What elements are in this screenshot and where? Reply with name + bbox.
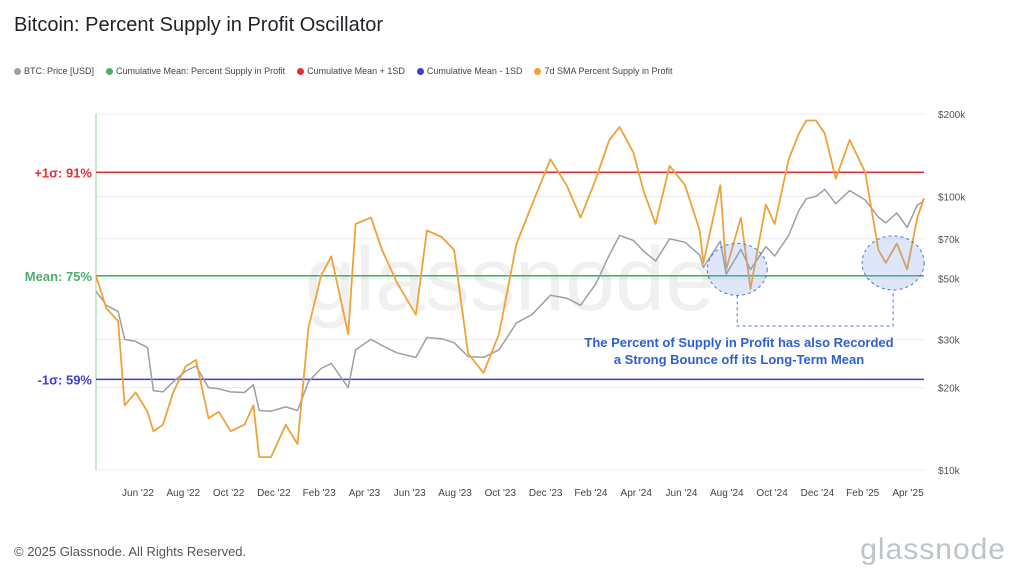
reference-label: Mean: 75% (25, 269, 93, 284)
legend-label: Cumulative Mean - 1SD (426, 66, 523, 76)
highlight-ellipse (706, 242, 768, 296)
legend-item-btc-price[interactable]: BTC: Price [USD] (14, 66, 94, 76)
copyright: © 2025 Glassnode. All Rights Reserved. (14, 544, 247, 559)
highlight-ellipse (861, 235, 925, 291)
legend-dot (534, 67, 542, 75)
x-tick-label: Apr '23 (349, 488, 381, 499)
legend-item-mean-minus-1sd[interactable]: Cumulative Mean - 1SD (416, 66, 523, 76)
annotation-bracket (736, 289, 894, 327)
legend-item-7d-sma[interactable]: 7d SMA Percent Supply in Profit (534, 66, 673, 76)
x-tick-label: Jun '23 (394, 488, 426, 499)
y-tick-label: $200k (938, 110, 966, 121)
x-tick-label: Jun '22 (122, 488, 154, 499)
y-tick-label: $20k (938, 384, 961, 395)
legend: BTC: Price [USD] Cumulative Mean: Percen… (14, 66, 673, 76)
y-tick-label: $70k (938, 235, 961, 246)
x-tick-label: Oct '23 (485, 488, 517, 499)
annotation-text: a Strong Bounce off its Long-Term Mean (614, 352, 864, 367)
x-tick-label: Apr '24 (621, 488, 653, 499)
x-tick-label: Aug '22 (166, 488, 200, 499)
x-tick-label: Aug '24 (710, 488, 744, 499)
legend-label: 7d SMA Percent Supply in Profit (544, 66, 673, 76)
legend-dot (106, 67, 114, 75)
legend-label: BTC: Price [USD] (24, 66, 95, 76)
x-tick-label: Feb '23 (303, 488, 336, 499)
y-tick-label: $50k (938, 275, 961, 286)
y-tick-label: $10k (938, 466, 961, 477)
x-tick-label: Dec '23 (529, 488, 563, 499)
reference-label: +1σ: 91% (34, 165, 92, 180)
x-tick-label: Dec '22 (257, 488, 291, 499)
x-tick-label: Dec '24 (801, 488, 835, 499)
x-tick-label: Jun '24 (666, 488, 698, 499)
supply-in-profit-line (95, 119, 925, 459)
legend-item-cumulative-mean[interactable]: Cumulative Mean: Percent Supply in Profi… (106, 66, 285, 76)
x-tick-label: Oct '24 (756, 488, 788, 499)
chart-title: Bitcoin: Percent Supply in Profit Oscill… (14, 14, 384, 36)
btc-price-line (95, 188, 925, 412)
x-tick-label: Apr '25 (892, 488, 924, 499)
annotation-text: The Percent of Supply in Profit has also… (584, 335, 893, 350)
x-tick-label: Feb '25 (846, 488, 879, 499)
x-tick-label: Feb '24 (574, 488, 607, 499)
x-tick-label: Oct '22 (213, 488, 245, 499)
legend-dot (14, 67, 21, 75)
y-tick-label: $30k (938, 335, 961, 346)
glassnode-logo: glassnode (860, 533, 1006, 566)
x-tick-label: Aug '23 (438, 488, 472, 499)
legend-item-mean-plus-1sd[interactable]: Cumulative Mean + 1SD (297, 66, 405, 76)
legend-dot (416, 67, 424, 75)
legend-dot (297, 67, 305, 75)
legend-label: Cumulative Mean: Percent Supply in Profi… (116, 66, 286, 76)
legend-label: Cumulative Mean + 1SD (307, 66, 405, 76)
y-tick-label: $100k (938, 192, 966, 203)
reference-label: -1σ: 59% (38, 372, 93, 387)
